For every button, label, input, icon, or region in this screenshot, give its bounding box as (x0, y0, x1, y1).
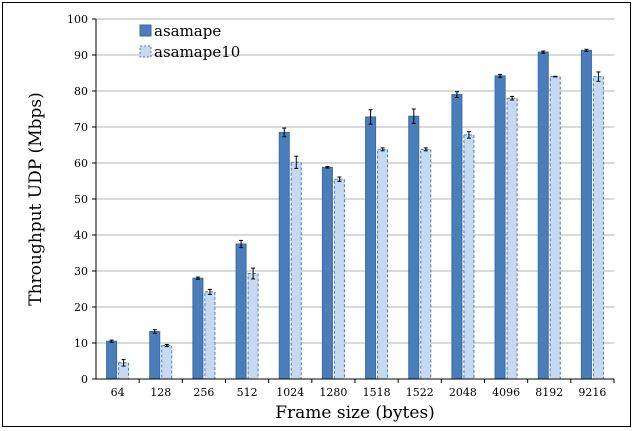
x-tick-label: 1024 (276, 386, 304, 399)
x-tick-label: 512 (237, 386, 258, 399)
x-tick-labels: 64 128 256 512 1024 1280 1518 1522 2048 4096 8192 9… (111, 386, 607, 399)
bar-asamape-256 (192, 277, 204, 380)
error-bars (109, 48, 601, 367)
x-tick-label: 8192 (535, 386, 563, 399)
x-tick-label: 9216 (578, 386, 606, 399)
bar-asamape10-1518 (377, 148, 389, 380)
x-tick-label: 4096 (492, 386, 520, 399)
bars (106, 49, 604, 380)
legend-swatch-asamape (139, 24, 152, 37)
legend-label-asamape10: asamape10 (154, 43, 240, 61)
bar-asamape10-128 (161, 345, 173, 380)
bar-asamape-4096 (494, 75, 506, 380)
bar-asamape10-1024 (290, 161, 302, 380)
bar-asamape10-4096 (506, 97, 518, 380)
bar-asamape10-8192 (549, 76, 561, 380)
gridlines (92, 18, 614, 380)
bar-asamape-512 (235, 243, 247, 380)
y-tick-label: 60 (74, 157, 88, 170)
bar-chart: 0 10 20 30 40 50 60 70 80 90 100 64 128 256 512 1024 12… (26, 13, 615, 423)
x-tick-label: 1518 (363, 386, 391, 399)
y-tick-label: 10 (74, 337, 88, 350)
bar-asamape-2048 (451, 94, 463, 380)
y-tick-label: 70 (74, 121, 88, 134)
y-tick-label: 80 (74, 85, 88, 98)
bar-asamape-8192 (537, 51, 549, 380)
x-axis-title: Frame size (bytes) (275, 403, 435, 423)
y-tick-label: 100 (67, 13, 88, 26)
bar-asamape-1280 (321, 166, 333, 380)
bar-asamape10-1280 (333, 178, 345, 380)
bar-asamape10-2048 (463, 134, 475, 380)
bar-asamape-64 (106, 340, 118, 380)
y-tick-label: 20 (74, 301, 88, 314)
axes (95, 19, 615, 383)
bar-asamape-1518 (365, 116, 377, 380)
legend: asamape asamape10 (139, 22, 240, 61)
bar-asamape10-9216 (592, 76, 604, 380)
bar-asamape10-256 (204, 291, 216, 380)
bar-asamape-1522 (408, 115, 420, 380)
y-tick-label: 30 (74, 265, 88, 278)
bar-asamape-9216 (580, 49, 592, 380)
legend-label-asamape: asamape (154, 22, 221, 40)
y-tick-labels: 0 10 20 30 40 50 60 70 80 90 100 (67, 13, 88, 386)
legend-swatch-asamape10 (139, 45, 152, 58)
x-tick-label: 1280 (319, 386, 347, 399)
bar-asamape-128 (149, 330, 161, 380)
y-tick-label: 50 (74, 193, 88, 206)
x-tick-label: 2048 (449, 386, 477, 399)
x-tick-label: 64 (111, 386, 125, 399)
x-tick-label: 256 (193, 386, 214, 399)
y-tick-label: 40 (74, 229, 88, 242)
x-tick-label: 128 (150, 386, 171, 399)
bar-asamape10-512 (247, 273, 259, 380)
y-tick-label: 90 (74, 49, 88, 62)
chart-frame: 0 10 20 30 40 50 60 70 80 90 100 64 128 256 512 1024 12… (2, 2, 631, 427)
y-tick-label: 0 (81, 373, 88, 386)
bar-asamape-1024 (278, 131, 290, 380)
y-axis-title: Throughput UDP (Mbps) (26, 92, 46, 305)
x-tick-label: 1522 (406, 386, 434, 399)
bar-asamape10-1522 (420, 148, 432, 380)
